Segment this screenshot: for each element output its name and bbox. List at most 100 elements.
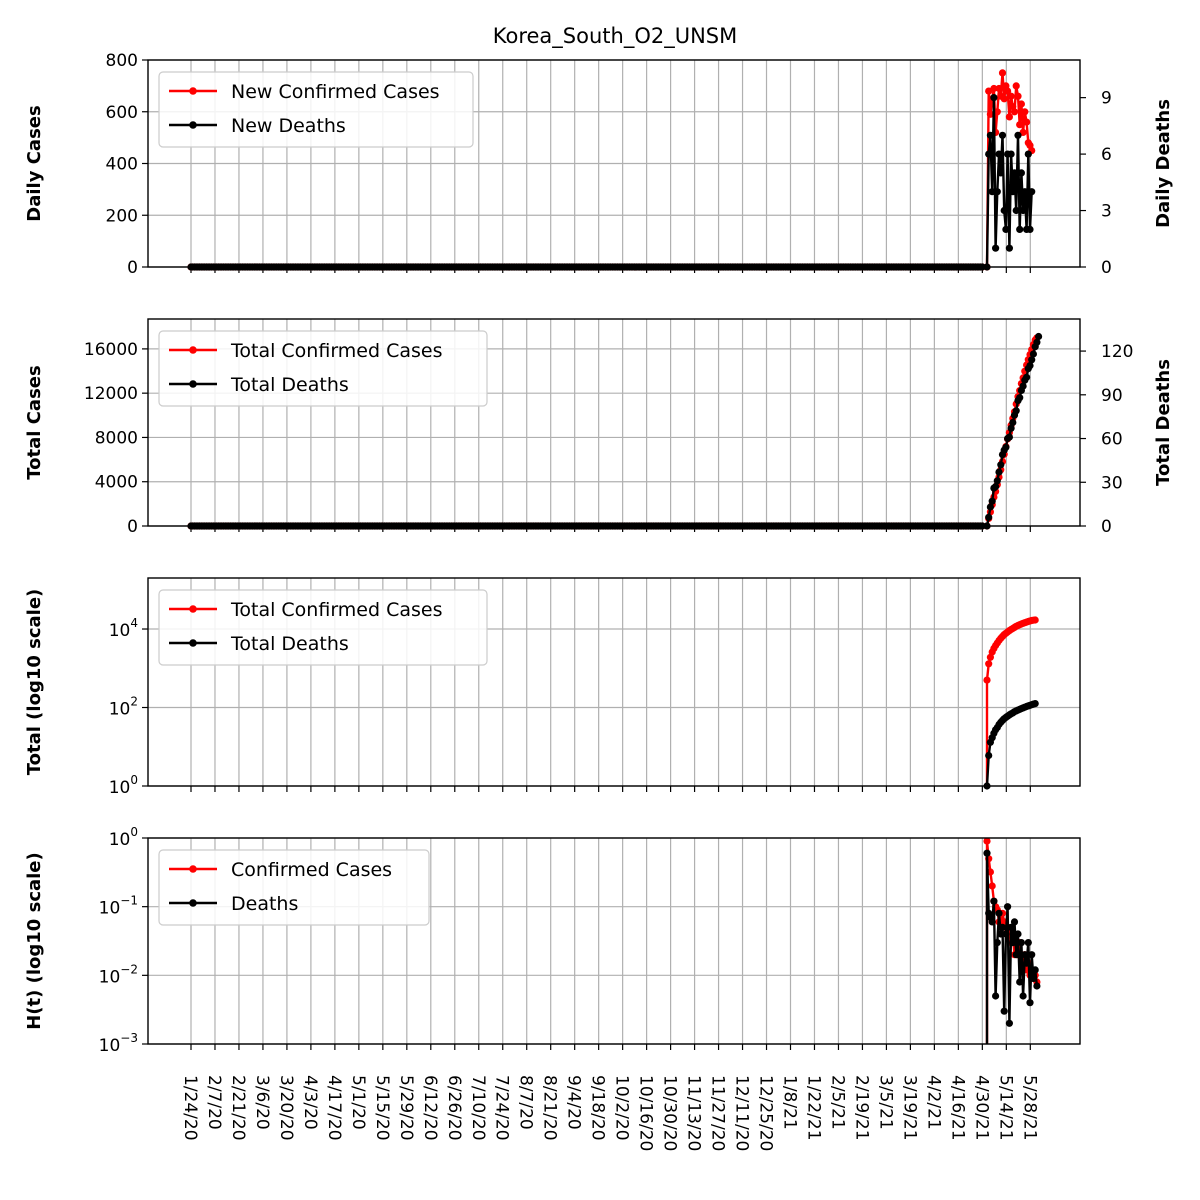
y-tick-label: 102 [109, 695, 138, 720]
data-point [1026, 362, 1034, 370]
legend-label: Total Deaths [230, 633, 349, 655]
data-point [1007, 923, 1015, 931]
legend-box [158, 589, 488, 666]
legend-box [158, 71, 474, 148]
data-point [983, 676, 991, 684]
axes-frame [147, 837, 1081, 1045]
data-point [1017, 169, 1025, 177]
data-point [988, 882, 996, 890]
x-tick-label: 3/20/20 [276, 1075, 296, 1141]
x-tick-label: 9/4/20 [564, 1075, 584, 1130]
y-tick-label-right: 60 [1101, 430, 1123, 450]
data-point [990, 84, 998, 93]
data-point [1005, 433, 1014, 441]
data-point [1021, 188, 1029, 196]
data-point [1007, 92, 1015, 100]
data-point [985, 751, 993, 760]
y-tick-label: 0 [127, 258, 138, 278]
x-tick-label: 4/16/21 [947, 1075, 967, 1141]
y-tick-label: 12000 [84, 384, 138, 404]
data-point [1009, 418, 1017, 427]
axes-frame [147, 59, 1081, 268]
x-tick-label: 9/18/20 [588, 1075, 608, 1141]
y-tick-label: 10−1 [99, 894, 138, 919]
y-tick-label: 10−3 [99, 1031, 138, 1056]
y-axis-label: H(t) (log10 scale) [24, 852, 45, 1030]
y-axis-label: Total Cases [24, 365, 45, 479]
data-point [1005, 113, 1014, 121]
legend-marker [189, 87, 197, 95]
x-tick-label: 1/24/20 [180, 1075, 200, 1141]
x-tick-label: 2/7/20 [204, 1075, 224, 1130]
y-tick-label: 800 [106, 51, 138, 71]
data-point [1026, 225, 1034, 233]
legend-label: Total Deaths [230, 374, 349, 396]
data-point [1012, 407, 1020, 415]
legend-marker [189, 605, 197, 613]
legend-label: New Deaths [231, 115, 346, 137]
data-point [986, 131, 995, 139]
data-point [1024, 150, 1032, 158]
data-point [1028, 356, 1036, 364]
series-total-confirmed-cases [983, 616, 1039, 786]
x-tick-label: 3/5/21 [875, 1075, 895, 1130]
x-tick-label: 5/28/21 [1019, 1075, 1039, 1141]
x-tick-label: 1/8/21 [780, 1075, 800, 1130]
x-tick-label: 7/24/20 [492, 1075, 512, 1141]
series-deaths [983, 849, 1041, 1044]
data-point [998, 69, 1007, 77]
data-point [988, 918, 996, 926]
x-tick-label: 2/21/20 [228, 1075, 248, 1141]
data-point [988, 188, 996, 196]
y-tick-label: 104 [109, 616, 138, 641]
y-tick-label-right: 120 [1101, 342, 1133, 362]
data-point [1023, 118, 1031, 126]
data-point [1010, 169, 1019, 177]
y-tick-label: 400 [106, 155, 138, 175]
data-point [985, 513, 993, 521]
data-point [1031, 616, 1039, 624]
x-tick-label: 2/5/21 [827, 1075, 847, 1130]
x-tick-label: 6/12/20 [420, 1075, 440, 1141]
data-point [1012, 206, 1020, 215]
legend-marker [189, 639, 197, 647]
data-point [1012, 951, 1020, 959]
data-point [993, 108, 1001, 116]
data-point [983, 837, 991, 845]
legend-marker [189, 865, 197, 873]
x-tick-label: 5/29/20 [396, 1075, 416, 1141]
y-tick-label: 600 [106, 103, 138, 123]
data-point [1007, 150, 1015, 158]
data-point [993, 477, 1001, 485]
legend: Confirmed Cases Deaths [158, 849, 430, 926]
x-tick-label: 1/22/21 [803, 1075, 823, 1141]
data-point [1005, 1019, 1014, 1027]
axes-frame [147, 577, 1081, 787]
data-point [1005, 244, 1014, 252]
data-point [1000, 95, 1008, 103]
data-point [1033, 338, 1041, 346]
data-point [985, 660, 993, 668]
data-point [1026, 999, 1034, 1007]
y-axis-label: Total (log10 scale) [24, 589, 45, 776]
data-point [1010, 108, 1019, 116]
panel-hazard: 10−3 10−2 10−1 100 H(t) (log10 scale) Confirm… [24, 825, 1081, 1056]
data-point [1031, 700, 1039, 708]
x-tick-label: 12/25/20 [756, 1075, 776, 1151]
data-point [1007, 424, 1015, 432]
x-tick-label: 7/10/20 [468, 1075, 488, 1141]
x-tick-label: 4/2/21 [923, 1075, 943, 1130]
data-point [998, 131, 1007, 139]
data-point [997, 461, 1005, 469]
data-point [1021, 951, 1029, 959]
x-tick-labels: 1/24/20 2/7/20 2/21/20 3/6/20 3/20/20 4/3/20 4… [180, 1075, 1039, 1151]
data-point [990, 897, 998, 905]
data-point [1017, 100, 1025, 108]
data-point [1009, 188, 1017, 196]
data-point [1023, 959, 1031, 967]
data-point [990, 94, 998, 102]
axes-frame [147, 318, 1081, 527]
data-point [995, 468, 1003, 476]
legend: New Confirmed Cases New Deaths [158, 71, 474, 148]
x-tick-label: 6/26/20 [444, 1075, 464, 1141]
